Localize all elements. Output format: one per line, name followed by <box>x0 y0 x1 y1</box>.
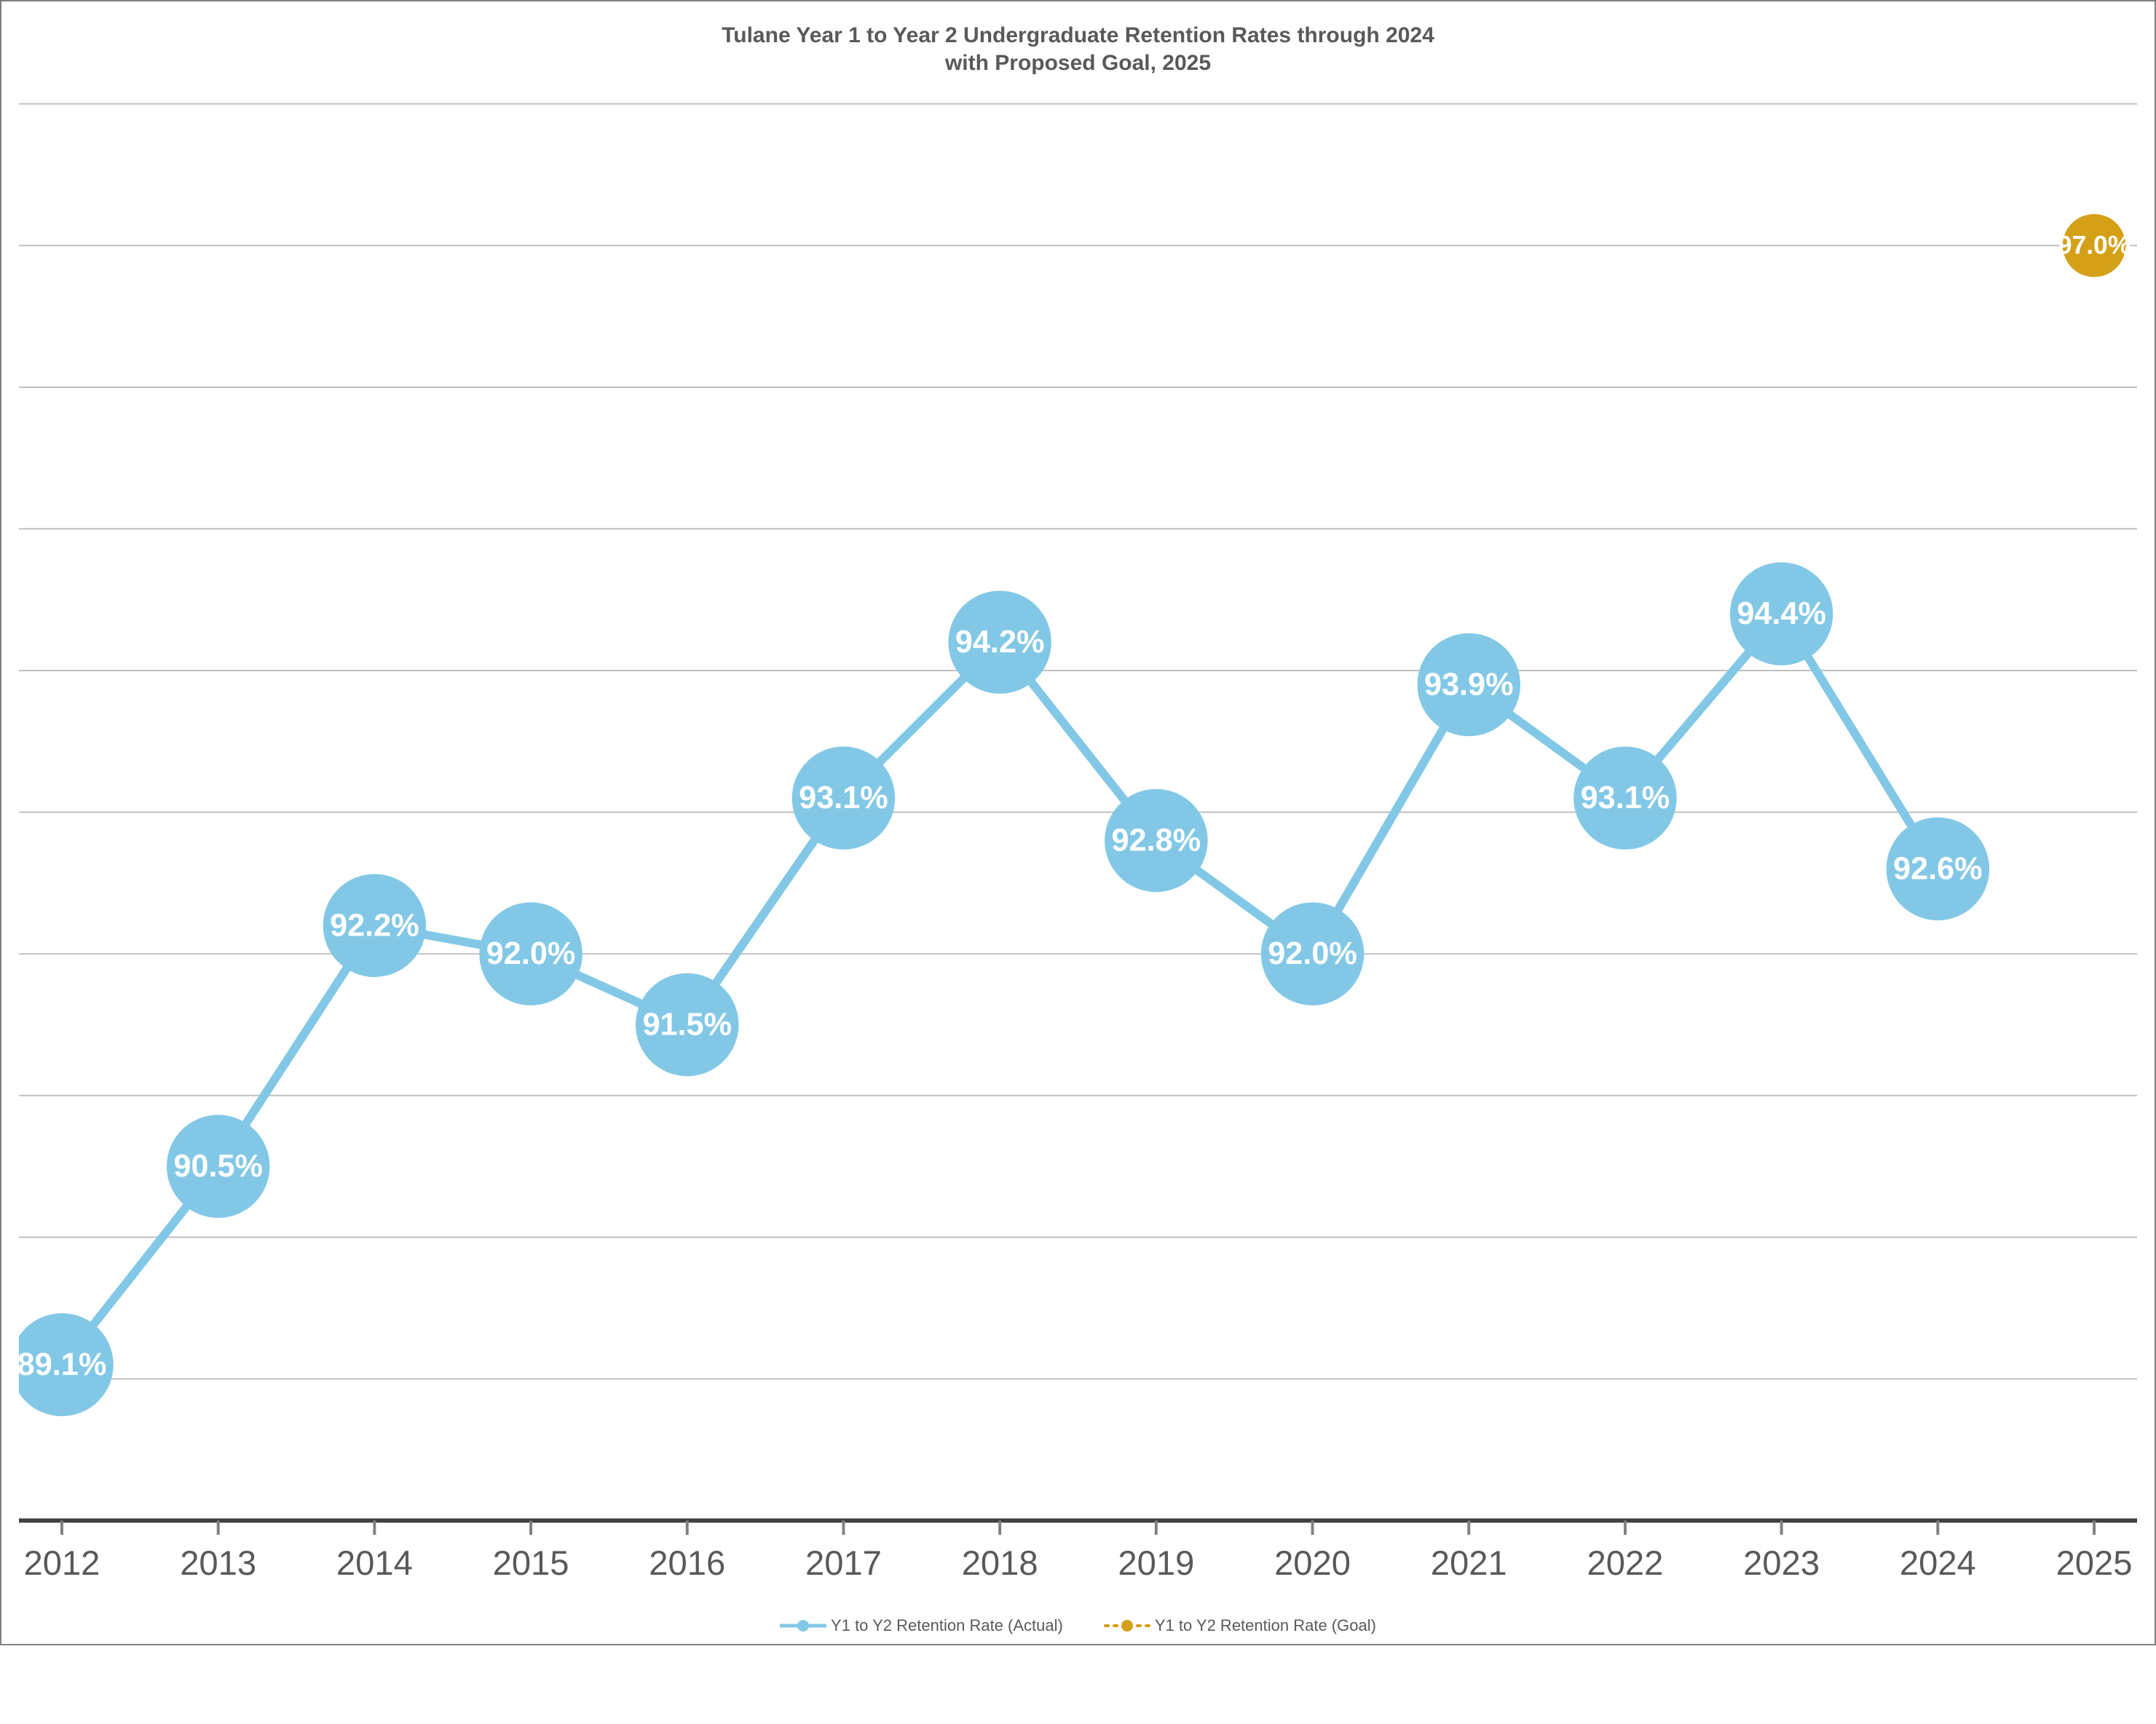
chart-title-line2: with Proposed Goal, 2025 <box>945 51 1211 75</box>
x-axis-label: 2012 <box>24 1543 100 1582</box>
x-axis-label: 2017 <box>805 1543 882 1582</box>
x-axis-label: 2014 <box>336 1543 413 1582</box>
x-axis-label: 2023 <box>1743 1543 1820 1582</box>
chart-title-line1: Tulane Year 1 to Year 2 Undergraduate Re… <box>722 23 1434 47</box>
series-actual-line <box>62 614 1938 1364</box>
x-axis-label: 2020 <box>1274 1543 1351 1582</box>
x-axis-label: 2015 <box>493 1543 569 1582</box>
series-actual-value: 90.5% <box>173 1149 263 1184</box>
legend-label-actual: Y1 to Y2 Retention Rate (Actual) <box>831 1616 1063 1635</box>
plot-svg: 2012 2013 2014 2015 2016 2017 2018 2019 2020 2021… <box>19 90 2137 1606</box>
x-axis-label: 2021 <box>1431 1543 1507 1582</box>
legend-item-goal: Y1 to Y2 Retention Rate (Goal) <box>1104 1616 1376 1635</box>
series-actual-value: 91.5% <box>642 1007 732 1042</box>
x-axis-label: 2022 <box>1587 1543 1663 1582</box>
legend-swatch-actual <box>780 1618 826 1633</box>
x-axis-label: 2013 <box>180 1543 256 1582</box>
series-actual-value: 93.9% <box>1424 667 1514 702</box>
series-actual-value: 94.2% <box>955 625 1045 660</box>
x-axis-label: 2018 <box>962 1543 1038 1582</box>
x-axis-label: 2016 <box>649 1543 725 1582</box>
plot-area: 2012 2013 2014 2015 2016 2017 2018 2019 2020 2021… <box>19 90 2137 1606</box>
series-actual-value: 93.1% <box>1581 780 1670 815</box>
series-actual-value: 92.0% <box>1268 936 1357 971</box>
series-goal-value: 97.0% <box>2058 232 2131 260</box>
x-axis-label: 2025 <box>2056 1543 2133 1582</box>
series-actual-value: 92.6% <box>1893 851 1983 886</box>
series-actual-value: 94.4% <box>1737 596 1826 631</box>
legend-label-goal: Y1 to Y2 Retention Rate (Goal) <box>1155 1616 1376 1635</box>
series-actual-value: 93.1% <box>799 780 888 815</box>
x-axis-label: 2024 <box>1900 1543 1976 1582</box>
series-actual-value: 92.2% <box>330 908 419 943</box>
chart-title: Tulane Year 1 to Year 2 Undergraduate Re… <box>19 22 2137 76</box>
x-axis-label: 2019 <box>1118 1543 1194 1582</box>
legend-swatch-goal <box>1104 1618 1150 1633</box>
legend: Y1 to Y2 Retention Rate (Actual) Y1 to Y… <box>19 1616 2137 1635</box>
legend-item-actual: Y1 to Y2 Retention Rate (Actual) <box>780 1616 1063 1635</box>
series-actual-value: 92.8% <box>1112 823 1201 858</box>
series-actual-value: 89.1% <box>19 1347 106 1382</box>
series-actual-value: 92.0% <box>486 936 576 971</box>
chart-frame: Tulane Year 1 to Year 2 Undergraduate Re… <box>0 0 2156 1645</box>
